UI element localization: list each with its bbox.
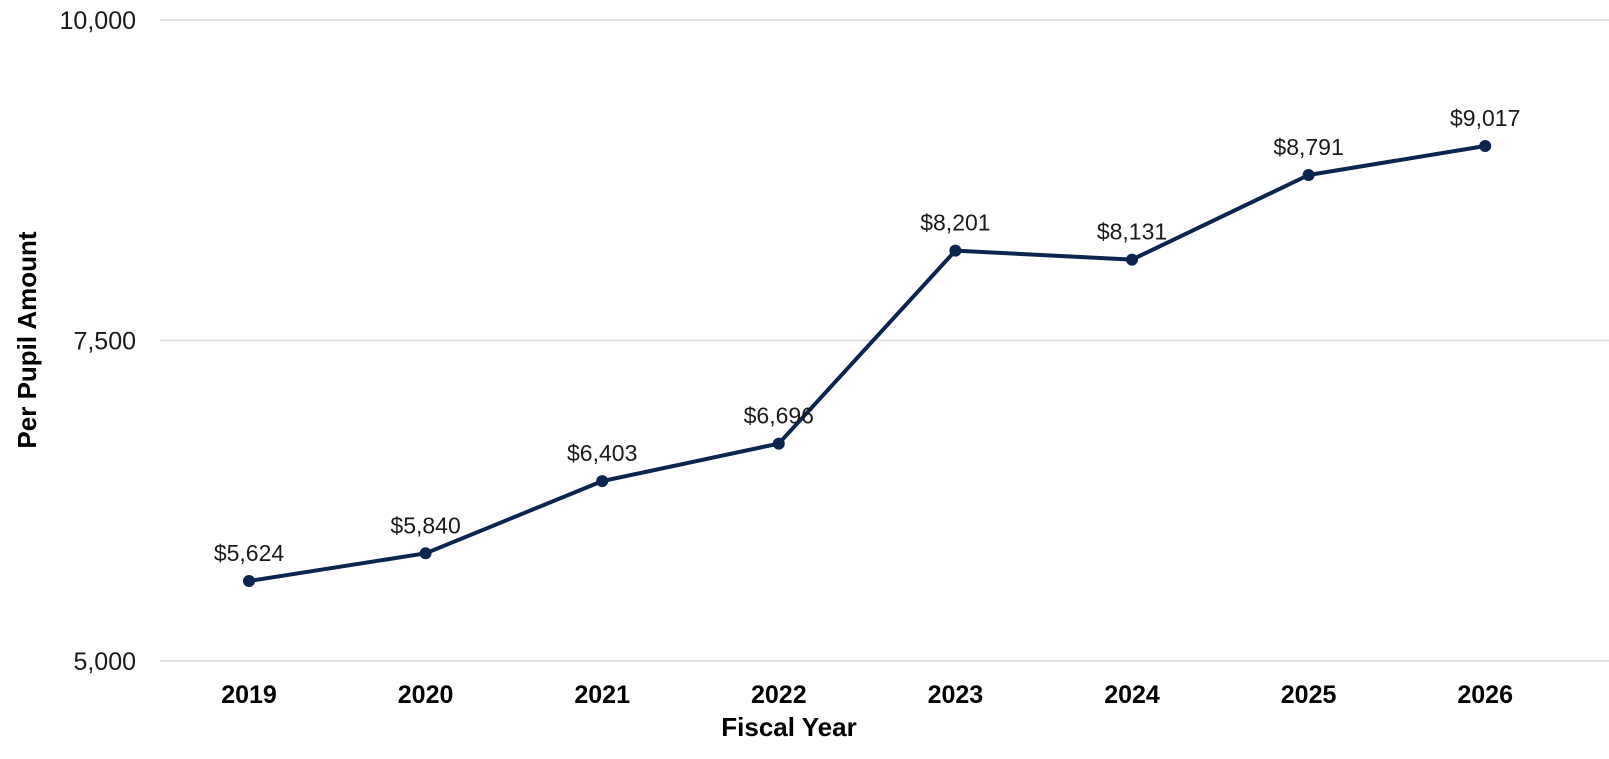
x-tick-label: 2021 xyxy=(574,681,630,709)
data-label: $9,017 xyxy=(1450,105,1520,131)
data-point xyxy=(772,437,785,450)
data-point xyxy=(949,244,962,257)
data-point xyxy=(419,547,432,560)
x-tick-label: 2025 xyxy=(1281,681,1337,709)
data-label: $6,696 xyxy=(744,403,814,429)
data-label: $8,791 xyxy=(1273,134,1343,160)
y-axis-tick-labels: 5,000 7,500 10,000 xyxy=(60,7,136,676)
series-line xyxy=(247,144,1488,584)
x-tick-label: 2023 xyxy=(928,681,984,709)
x-axis-tick-labels: 2019 2020 2021 2022 2023 2024 2025 2026 xyxy=(221,681,1513,709)
data-label: $5,624 xyxy=(214,540,285,566)
data-label: $8,131 xyxy=(1097,219,1167,245)
data-point xyxy=(243,575,255,588)
gridlines xyxy=(160,19,1609,662)
y-axis-title: Per Pupil Amount xyxy=(12,231,42,448)
x-tick-label: 2022 xyxy=(751,681,807,709)
data-point xyxy=(1126,253,1138,266)
x-tick-label: 2026 xyxy=(1457,681,1513,709)
data-labels: $5,624 $5,840 $6,403 $6,696 $8,201 $8,131 $8,7… xyxy=(214,105,1521,566)
y-tick-label: 10,000 xyxy=(60,7,136,35)
data-point xyxy=(1302,168,1315,181)
data-points xyxy=(243,140,1492,588)
x-tick-label: 2019 xyxy=(221,681,277,709)
x-tick-label: 2020 xyxy=(398,681,454,709)
series-line-group xyxy=(247,144,1488,584)
data-point xyxy=(1479,140,1492,153)
y-tick-label: 5,000 xyxy=(73,648,136,676)
data-label: $5,840 xyxy=(390,512,460,538)
data-point xyxy=(596,475,609,488)
data-label: $6,403 xyxy=(567,440,637,466)
data-label: $8,201 xyxy=(920,210,990,236)
x-tick-label: 2024 xyxy=(1104,681,1160,709)
x-axis-title: Fiscal Year xyxy=(721,712,856,742)
y-tick-label: 7,500 xyxy=(73,328,136,356)
